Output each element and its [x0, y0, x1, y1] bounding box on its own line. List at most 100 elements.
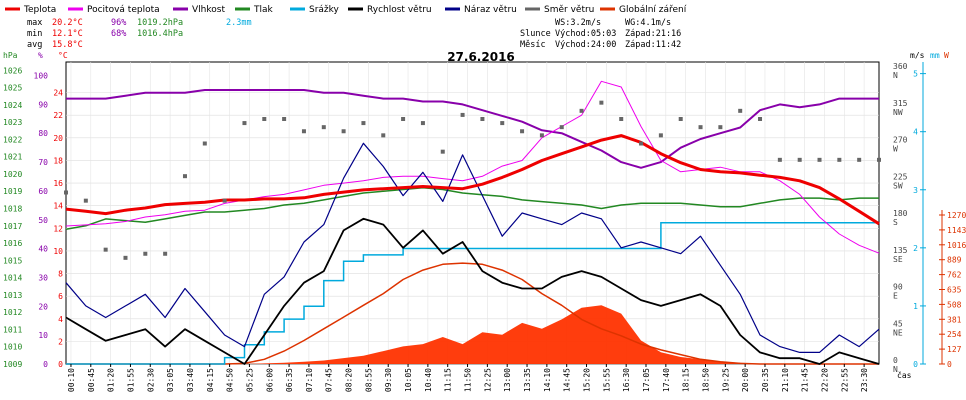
- winddir-tick-label: W: [893, 145, 898, 154]
- winddir-tick: 225: [893, 172, 908, 181]
- x-tick-label: 09:30: [384, 368, 393, 392]
- winddir-point: [301, 129, 306, 134]
- x-tick-label: 15:55: [602, 368, 611, 392]
- series-pressure: [65, 187, 879, 230]
- winddir-point: [480, 117, 485, 121]
- x-tick-label: 21:10: [781, 368, 790, 392]
- x-tick-label: 05:25: [245, 368, 254, 392]
- winddir-point: [658, 133, 663, 138]
- legend-label-humidity: Vlhkost: [192, 5, 225, 15]
- stats-block: max 20.2°C 96% 1019.2hPa 2.3mm min 12.1°…: [27, 18, 252, 50]
- x-tick-label: 08:55: [364, 368, 373, 392]
- x-tick-label: 22:55: [840, 368, 849, 392]
- pressure-tick: 1025: [3, 84, 22, 93]
- x-tick-label: 07:10: [305, 368, 314, 392]
- winddir-tick-label: E: [893, 292, 898, 301]
- pressure-tick: 1017: [3, 222, 22, 231]
- temperature-tick: 24: [53, 89, 63, 98]
- temperature-tick: 22: [53, 111, 63, 120]
- winddir-point: [381, 133, 386, 138]
- radiation-tick: 1143: [947, 226, 966, 235]
- x-tick-label: 20:00: [741, 368, 750, 392]
- winddir-point: [579, 108, 584, 113]
- humidity-tick: 30: [38, 273, 48, 282]
- winddir-point: [500, 121, 505, 126]
- x-tick-label: 07:45: [325, 368, 334, 392]
- winddir-point: [698, 125, 703, 130]
- sunrise: Východ:05:03: [555, 29, 616, 39]
- stats-min-hum: 68%: [111, 29, 126, 39]
- x-axis: 00:10 00:45 01:20 01:55 02:30 03:05 03:40 04:15…: [67, 364, 912, 392]
- legend-label-temperature: Teplota: [23, 5, 56, 15]
- legend: Teplota Pocitová teplota Vlhkost Tlak Srážky…: [5, 5, 687, 15]
- x-tick-label: 21:45: [801, 368, 810, 392]
- pressure-tick: 1021: [3, 153, 22, 162]
- rain-axis-unit: mm: [930, 51, 940, 60]
- humidity-tick: 70: [38, 158, 48, 167]
- radiation-tick: 127: [947, 345, 962, 354]
- stats-max-label: max: [27, 18, 42, 28]
- wind-tick: 2: [913, 244, 918, 253]
- x-tick-label: 00:10: [67, 368, 76, 392]
- winddir-tick: 315: [893, 99, 908, 108]
- x-tick-label: 22:20: [820, 368, 829, 392]
- radiation-tick: 889: [947, 256, 962, 265]
- temperature-tick: 4: [58, 315, 63, 324]
- wind-speed-avg: WS:3.2m/s: [555, 18, 601, 28]
- winddir-point: [460, 112, 465, 117]
- winddir-point: [222, 198, 227, 203]
- stats-min-press: 1016.4hPa: [137, 29, 183, 39]
- pressure-tick: 1010: [3, 343, 22, 352]
- pressure-tick: 1024: [3, 101, 22, 110]
- radiation-axis-unit: W: [944, 51, 949, 60]
- winddir-tick: 360: [893, 62, 908, 71]
- winddir-tick: 180: [893, 209, 908, 218]
- x-tick-label: 06:00: [265, 368, 274, 392]
- wind-axis-unit: m/s: [910, 51, 925, 60]
- winddir-point: [440, 149, 445, 154]
- pressure-tick: 1026: [3, 66, 22, 75]
- x-tick-label: 01:20: [107, 368, 116, 392]
- pressure-tick: 1019: [3, 187, 22, 196]
- temperature-tick: 8: [58, 270, 63, 279]
- wind-tick: 5: [913, 70, 918, 79]
- pressure-tick: 1016: [3, 239, 22, 248]
- temperature-tick: 0: [58, 360, 63, 369]
- x-tick-label: 11:50: [464, 368, 473, 392]
- winddir-point: [520, 129, 525, 134]
- winddir-tick-label: N: [893, 71, 898, 80]
- winddir-tick: 0: [893, 356, 898, 365]
- winddir-point: [182, 174, 187, 179]
- radiation-tick: 1016: [947, 241, 966, 250]
- pressure-tick: 1012: [3, 308, 22, 317]
- winddir-point: [202, 141, 207, 146]
- stats-rain-total: 2.3mm: [226, 18, 252, 28]
- x-tick-label: 10:05: [404, 368, 413, 392]
- winddir-point: [877, 157, 881, 162]
- wind-tick: 1: [913, 302, 918, 311]
- winddir-point: [599, 100, 604, 105]
- winddir-point: [143, 251, 148, 256]
- humidity-tick: 80: [38, 129, 48, 138]
- x-tick-label: 17:40: [662, 368, 671, 392]
- wind-tick: 0: [913, 360, 918, 369]
- winddir-point: [64, 190, 68, 195]
- legend-label-wind_dir: Směr větru: [544, 5, 594, 15]
- temperature-tick: 6: [58, 292, 63, 301]
- sun-label: Slunce: [520, 29, 551, 39]
- x-tick-label: 18:50: [701, 368, 710, 392]
- series-humidity: [66, 89, 879, 169]
- wind-tick: 3: [913, 186, 918, 195]
- legend-label-rain: Srážky: [309, 5, 340, 15]
- temperature-tick: 16: [53, 179, 63, 188]
- moonrise: Východ:24:00: [555, 40, 616, 50]
- x-tick-label: 11:15: [444, 368, 453, 392]
- x-tick-label: 20:35: [761, 368, 770, 392]
- stats-min-label: min: [27, 29, 42, 39]
- temperature-axis-unit: °C: [58, 51, 68, 60]
- winddir-point: [123, 255, 128, 260]
- humidity-tick: 50: [38, 216, 48, 225]
- chart-title: 27.6.2016: [447, 50, 515, 64]
- winddir-point: [341, 129, 346, 134]
- moonset: Západ:11:42: [625, 40, 681, 50]
